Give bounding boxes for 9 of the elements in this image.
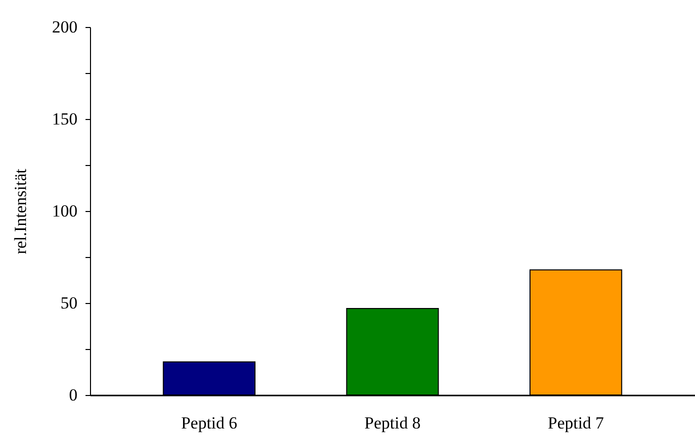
y-tick-label: 100 [52,202,78,220]
x-tick-label: Peptid 8 [364,414,421,432]
y-tick-label: 200 [52,18,78,36]
y-tick-label: 150 [52,110,78,128]
x-tick-label: Peptid 6 [181,414,238,432]
y-tick-label: 0 [69,386,78,404]
x-tick-label: Peptid 7 [548,414,604,432]
y-axis-title: rel.Intensität [11,168,30,254]
y-tick-label: 50 [60,294,78,312]
